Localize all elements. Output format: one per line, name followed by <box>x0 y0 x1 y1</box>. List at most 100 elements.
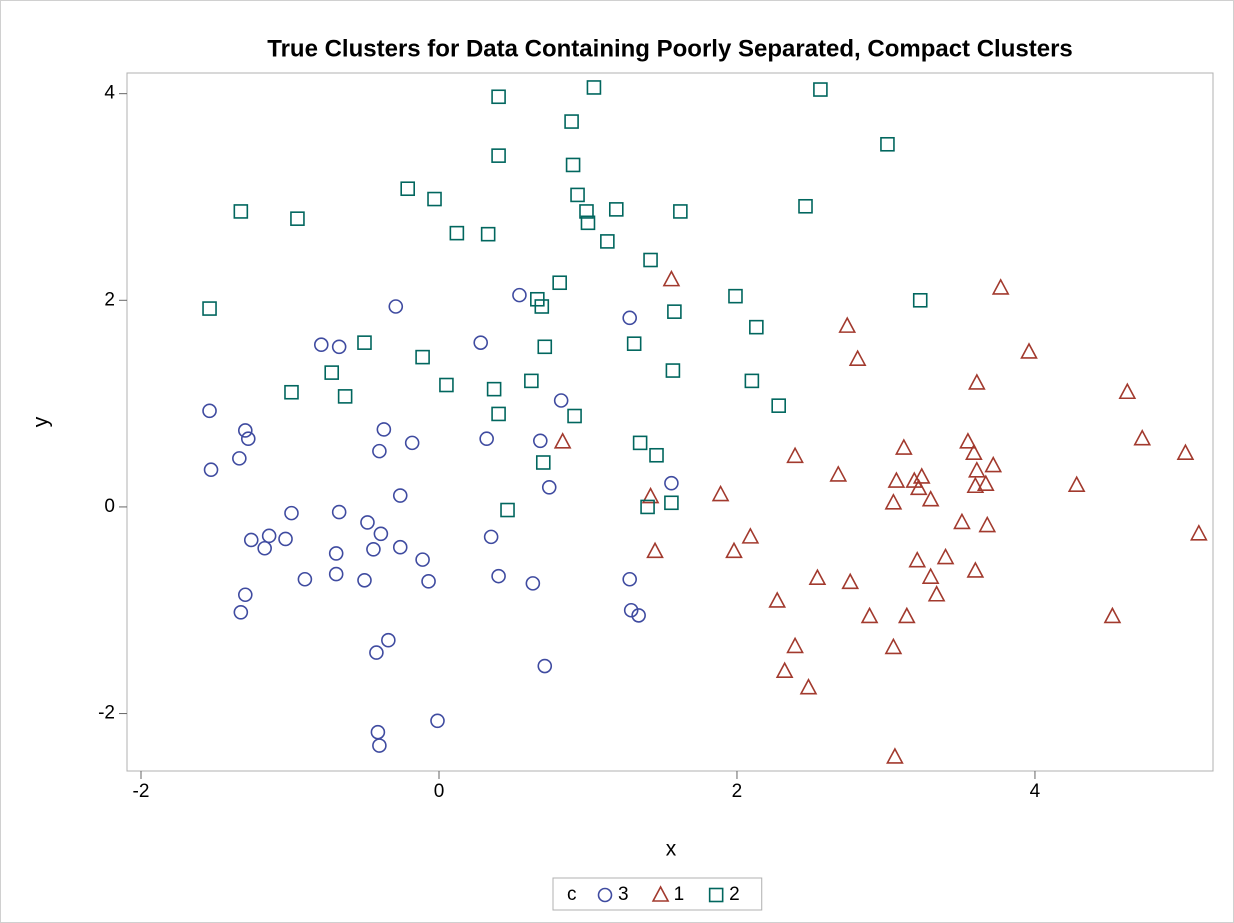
point <box>640 499 655 515</box>
point <box>744 373 760 389</box>
point <box>884 637 903 655</box>
point <box>579 204 594 219</box>
point <box>372 443 387 459</box>
point <box>1190 524 1208 541</box>
point <box>968 461 986 478</box>
point <box>586 80 602 95</box>
point <box>328 546 344 561</box>
point <box>976 474 995 491</box>
point <box>631 608 646 623</box>
point <box>1020 342 1038 359</box>
point <box>711 484 730 502</box>
point <box>535 455 551 470</box>
point <box>360 515 375 530</box>
chart-title: True Clusters for Data Containing Poorly… <box>267 35 1073 62</box>
point <box>537 339 553 355</box>
legend: c 3 1 2 <box>552 877 763 911</box>
legend-label: 2 <box>729 884 740 905</box>
point <box>841 572 860 590</box>
point <box>337 389 353 404</box>
point <box>491 89 506 105</box>
point <box>641 486 660 504</box>
point <box>991 278 1010 295</box>
point <box>486 381 502 397</box>
point <box>479 431 494 447</box>
point <box>775 661 794 678</box>
point <box>541 479 557 495</box>
point <box>860 606 879 624</box>
point <box>662 269 681 287</box>
point <box>328 566 344 582</box>
point <box>533 433 548 449</box>
point <box>1133 429 1152 446</box>
plot-frame <box>126 72 1214 772</box>
legend-title: c <box>567 884 577 905</box>
point <box>1103 606 1122 624</box>
y-axis-label: y <box>30 416 53 427</box>
point <box>491 568 506 584</box>
point <box>376 422 392 437</box>
point <box>965 443 983 461</box>
point <box>491 406 506 422</box>
point <box>203 462 219 478</box>
point <box>953 512 971 530</box>
point <box>473 335 489 350</box>
point <box>622 571 637 587</box>
point <box>257 540 272 556</box>
point <box>278 531 293 547</box>
legend-label: 3 <box>618 884 629 905</box>
point <box>978 515 997 533</box>
point <box>373 526 389 542</box>
legend-marker <box>651 885 670 902</box>
point <box>1176 443 1195 461</box>
point <box>912 467 931 484</box>
point <box>491 148 506 163</box>
point <box>439 377 454 393</box>
point <box>392 488 408 503</box>
point <box>725 541 743 559</box>
point <box>959 432 977 449</box>
point <box>232 451 247 466</box>
point <box>921 489 940 507</box>
point <box>786 636 804 654</box>
y-tick-label: 2 <box>104 289 115 310</box>
point <box>580 215 596 231</box>
x-tick-label: 0 <box>434 781 445 802</box>
point <box>884 493 903 510</box>
point <box>880 136 895 152</box>
point <box>427 191 442 207</box>
point <box>415 349 430 365</box>
point <box>388 299 404 314</box>
point <box>297 571 313 587</box>
point <box>909 478 928 496</box>
point <box>667 304 682 319</box>
point <box>525 576 541 591</box>
point <box>649 447 664 463</box>
point <box>741 527 760 544</box>
point <box>553 393 569 408</box>
x-tick-label: 4 <box>1030 781 1041 802</box>
point <box>553 432 572 449</box>
point <box>421 574 436 589</box>
point <box>984 455 1003 473</box>
point <box>430 713 445 729</box>
point <box>632 435 648 451</box>
point <box>237 587 253 603</box>
point <box>357 572 372 588</box>
point <box>366 541 381 557</box>
point <box>968 373 986 390</box>
point <box>500 502 515 518</box>
point <box>534 299 550 314</box>
point <box>537 658 553 674</box>
legend-box <box>552 877 763 911</box>
point <box>936 547 955 565</box>
point <box>233 605 249 620</box>
point <box>483 529 499 545</box>
point <box>887 471 906 488</box>
point <box>237 423 253 438</box>
point <box>1118 382 1137 400</box>
point <box>261 528 277 544</box>
point <box>449 225 465 241</box>
point <box>622 310 637 326</box>
